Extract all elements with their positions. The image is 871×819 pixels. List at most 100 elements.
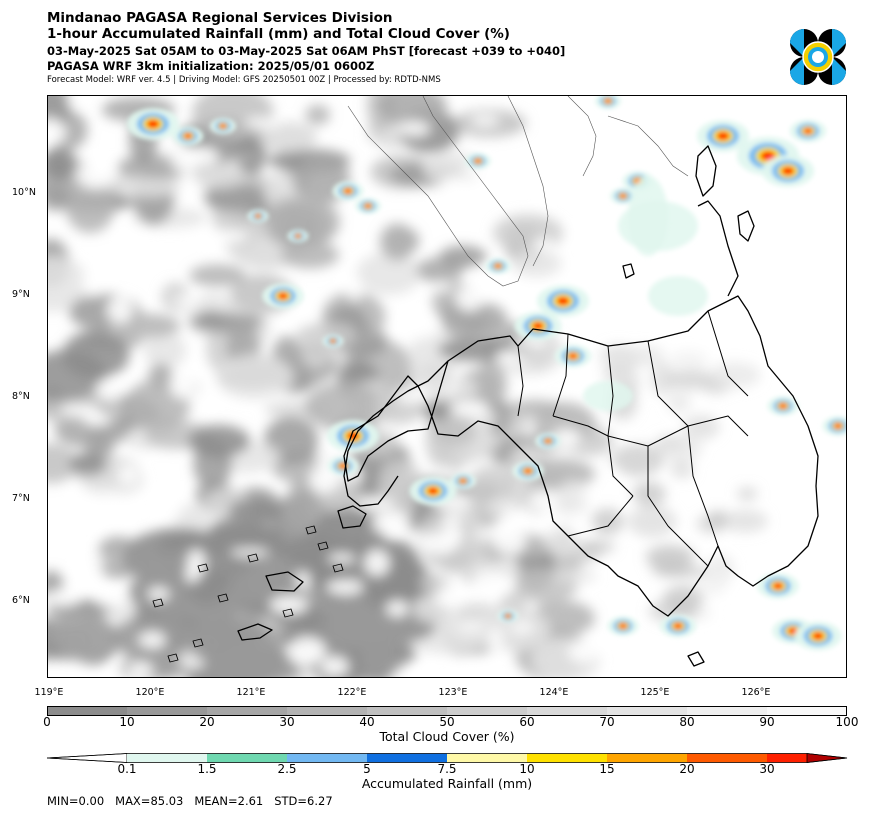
rain-bar-segment: [207, 753, 287, 763]
rain-cell-intense: [803, 128, 813, 134]
cloud-blob: [471, 570, 511, 596]
cloud-blob: [528, 490, 560, 511]
rain-cell-intense: [255, 214, 261, 218]
rain-tick-label: 5: [363, 762, 371, 776]
cloud-blob: [438, 176, 475, 204]
cloud-blob: [364, 549, 390, 577]
lon-label-126e: 126°E: [741, 687, 771, 698]
jolo-island: [265, 571, 304, 592]
cloud-blob: [393, 388, 434, 404]
cloud-cover-colorbar: [47, 706, 847, 716]
rain-cell-intense: [773, 582, 783, 590]
cloud-tick-label: 20: [199, 715, 215, 729]
cloud-blob: [65, 181, 115, 233]
rain-bar-segment: [367, 753, 447, 763]
cloud-bar-segment: [687, 706, 767, 716]
cloud-bar-border: [47, 706, 847, 716]
cloud-blob: [511, 622, 533, 634]
cloud-blob: [143, 331, 187, 369]
cloud-blob: [670, 460, 694, 479]
cloud-blob: [48, 515, 71, 530]
cloud-blob: [263, 195, 341, 249]
province-boundaries: [517, 310, 749, 567]
cloud-blob: [323, 597, 373, 652]
statistics: MIN=0.00 MAX=85.03 MEAN=2.61 STD=6.27: [47, 794, 333, 808]
cloud-blob: [355, 496, 394, 511]
cloud-bar-segment: [607, 706, 687, 716]
cloud-blob: [653, 565, 709, 578]
rain-cell-intense: [475, 159, 481, 163]
cloud-blob: [194, 391, 217, 401]
rain-cell-intense: [220, 124, 226, 128]
rain-cell-light: [583, 381, 633, 411]
cloud-blob: [147, 587, 170, 601]
cloud-blob: [379, 223, 415, 262]
cloud-blob: [471, 483, 500, 502]
cloud-blob: [607, 451, 659, 468]
cloud-blob: [356, 252, 422, 296]
cloud-blob: [48, 186, 72, 211]
cloud-blob: [455, 285, 483, 312]
cloud-bar-segment: [447, 706, 527, 716]
rain-cell-light: [648, 276, 708, 316]
cloud-blob: [448, 378, 478, 397]
cloud-blob: [552, 568, 598, 584]
cloud-blob: [669, 350, 708, 371]
cloud-bar-segment: [207, 706, 287, 716]
cloud-blob: [662, 585, 704, 613]
camiguin-island: [622, 263, 635, 279]
rainfall-cloud-map: [47, 95, 847, 678]
lon-label-123e: 123°E: [438, 687, 468, 698]
cloud-blob: [110, 662, 125, 672]
cloud-bar-segment: [287, 706, 367, 716]
cloud-blob: [632, 481, 666, 507]
cloud-blob: [451, 400, 489, 418]
cloud-blob: [48, 256, 89, 312]
cloud-blob: [570, 513, 593, 541]
rain-cell-intense: [524, 468, 532, 474]
cloud-blob: [229, 548, 270, 557]
lon-label-121e: 121°E: [236, 687, 266, 698]
rain-cell-intense: [147, 120, 159, 128]
cloud-blob: [288, 636, 327, 664]
rain-bar-border: [46, 753, 848, 763]
cloud-blob: [120, 220, 139, 235]
cloud-tick-label: 40: [359, 715, 375, 729]
cloud-bar-segment: [527, 706, 607, 716]
cloud-blob: [257, 121, 318, 152]
cloud-blob: [471, 410, 493, 439]
lon-label-122e: 122°E: [337, 687, 367, 698]
visayas-coastline-layer: [347, 96, 689, 287]
cloud-bar-segment: [367, 706, 447, 716]
map-title: Mindanao PAGASA Regional Services Divisi…: [47, 10, 393, 26]
cloud-blob: [61, 404, 100, 417]
cloud-blob: [48, 118, 66, 146]
stat-std: STD=6.27: [274, 794, 333, 808]
cloud-blob: [216, 354, 294, 400]
cloud-blob: [193, 163, 246, 190]
cloud-blob: [62, 330, 130, 379]
rain-bar-low-extend: [46, 753, 128, 763]
rain-tick-label: 20: [679, 762, 695, 776]
cloud-blob: [568, 641, 599, 663]
cloud-blob: [386, 600, 409, 617]
rain-tick-label: 1.5: [197, 762, 217, 776]
stat-max: MAX=85.03: [115, 794, 184, 808]
cloud-tick-label: 70: [599, 715, 615, 729]
rain-bar-segment: [527, 753, 607, 763]
cloud-blob: [305, 104, 331, 125]
cloud-blob: [666, 369, 718, 390]
map-subtitle: 1-hour Accumulated Rainfall (mm) and Tot…: [47, 26, 510, 42]
cloud-tick-label: 10: [119, 715, 135, 729]
cloud-blob: [514, 284, 544, 303]
rain-cell-intense: [545, 439, 551, 443]
cloud-blob: [536, 601, 566, 622]
cloud-blob: [358, 628, 398, 677]
coastline-layer: [152, 145, 819, 667]
rain-cell-intense: [812, 632, 824, 640]
mindanao-coastline: [343, 295, 819, 617]
rain-cell-intense: [782, 167, 794, 175]
cloud-blob: [244, 117, 282, 129]
cloud-blob: [698, 562, 728, 596]
cloud-blob: [667, 391, 691, 414]
